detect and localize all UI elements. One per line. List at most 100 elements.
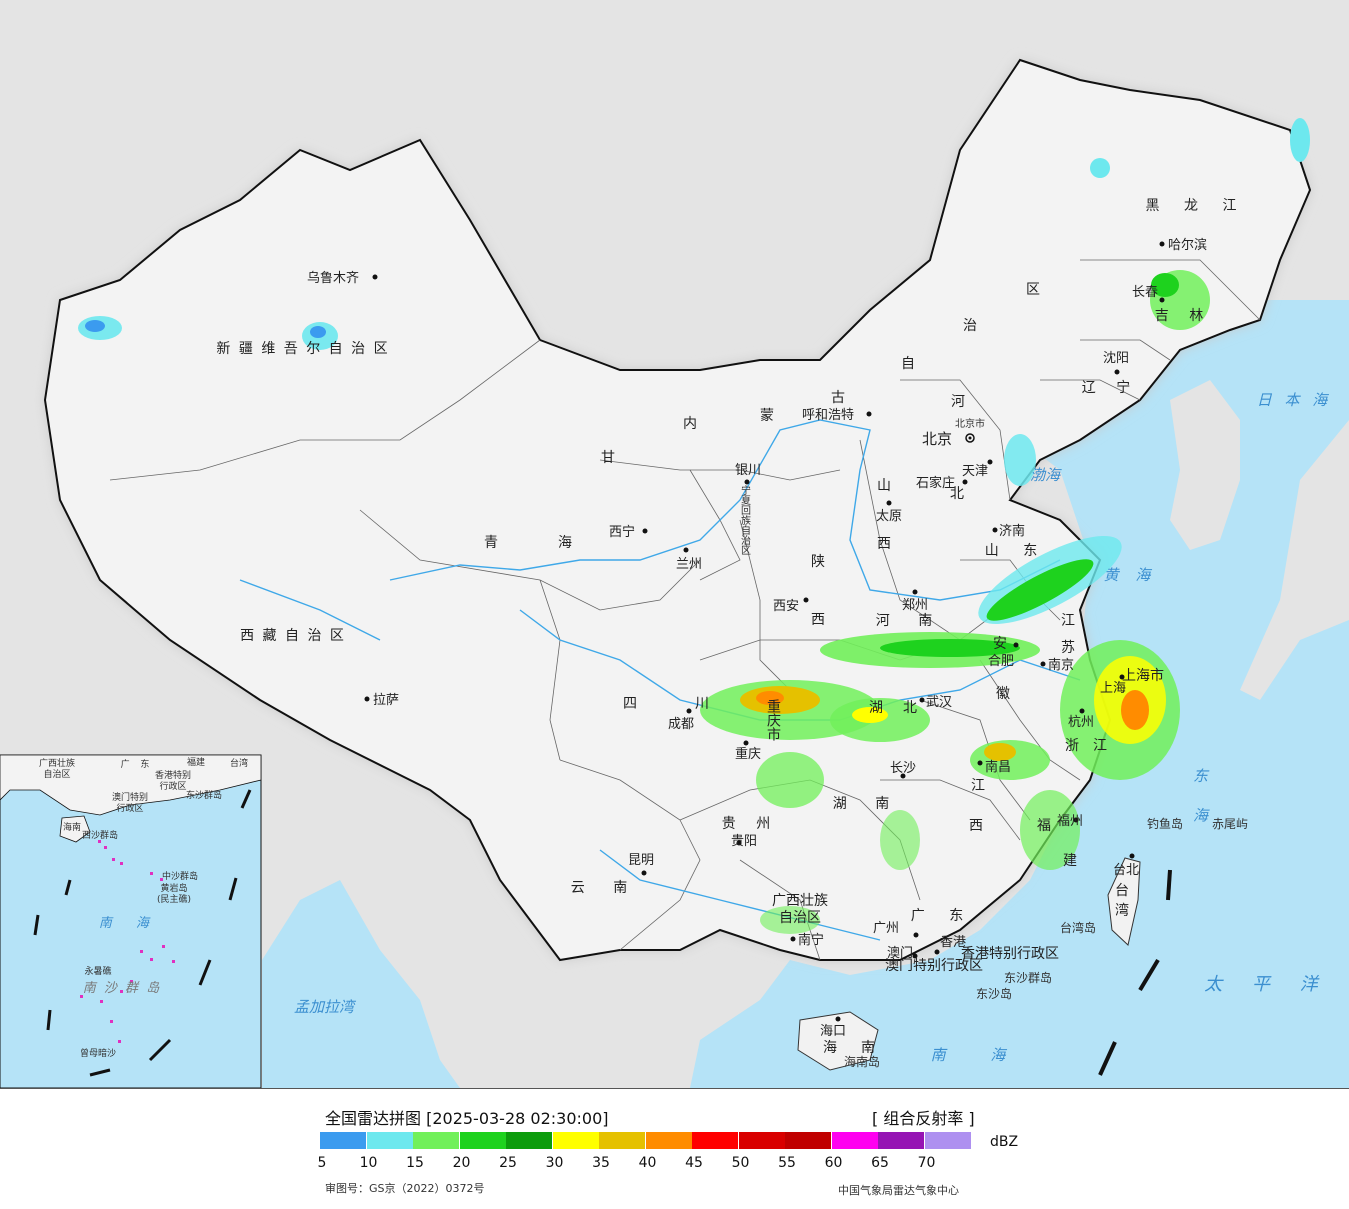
city-zhengzhou: 郑州 <box>902 598 928 613</box>
city-taipei: 台北 <box>1113 863 1139 878</box>
label-hainan-2: 南 <box>861 1040 875 1056</box>
color-scale-tick: 45 <box>685 1155 703 1171</box>
color-swatch <box>413 1132 459 1149</box>
legend-product: [ 组合反射率 ] <box>872 1109 975 1128</box>
radar-map[interactable]: 新 疆 维 吾 尔 自 治 区 西 藏 自 治 区 青 海 甘 四 川 云 南 … <box>0 0 1349 1088</box>
label-gansu: 甘 <box>601 450 615 466</box>
label-hubei-2: 北 <box>903 700 917 716</box>
label-nmg-3: 古 <box>831 390 845 406</box>
label-fujian-1: 福 <box>1037 818 1051 834</box>
label-zhejiang-1: 浙 <box>1065 738 1079 754</box>
city-fuzhou: 福州 <box>1057 814 1083 829</box>
taiwan-land <box>1107 857 1141 946</box>
label-heilongjiang: 黑 龙 江 <box>1146 198 1247 214</box>
island-dongsha-islands: 东沙群岛 <box>1004 970 1052 985</box>
inset-label-huangyan-2: (民主礁) <box>157 893 191 905</box>
label-chongqing-shi: 重庆市 <box>765 699 781 741</box>
label-jilin: 吉 林 <box>1155 308 1211 324</box>
south-sea-inset <box>0 754 262 1088</box>
inset-label-zhongsha: 中沙群岛 <box>162 870 198 882</box>
color-swatch <box>506 1132 552 1149</box>
color-scale-tick: 55 <box>778 1155 796 1171</box>
city-changsha: 长沙 <box>890 761 916 776</box>
label-qinghai-1: 青 <box>484 535 498 551</box>
inset-hainan <box>59 815 91 843</box>
inset-label-taiwan: 台湾 <box>230 757 248 769</box>
japan-land <box>1240 420 1349 700</box>
city-hangzhou: 杭州 <box>1068 715 1094 730</box>
inset-label-fujian: 福建 <box>187 756 205 768</box>
label-beijing-city: 北京市 <box>955 417 985 430</box>
color-scale-tick: 30 <box>545 1155 564 1171</box>
city-chongqing: 重庆 <box>735 746 761 762</box>
island-taiwan: 台湾岛 <box>1060 920 1096 935</box>
legend-title: 全国雷达拼图 [2025-03-28 02:30:00] <box>325 1109 609 1128</box>
city-shenyang: 沈阳 <box>1103 351 1129 366</box>
city-nanchang: 南昌 <box>985 759 1011 775</box>
label-shanxi-2: 西 <box>877 536 891 552</box>
ocean-west <box>262 880 460 1088</box>
inset-dashed-line <box>33 789 252 1077</box>
label-hunan: 湖 南 <box>833 796 901 812</box>
inset-label-xisha: 西沙群岛 <box>82 829 118 841</box>
city-shanghai: 上海 <box>1100 681 1126 696</box>
inset-label-yongshu: 永暑礁 <box>84 965 111 977</box>
korea-land <box>1170 380 1240 550</box>
label-zhejiang-2: 江 <box>1093 738 1107 754</box>
label-liaoning: 辽 宁 <box>1082 379 1138 396</box>
city-taiyuan: 太原 <box>876 509 902 524</box>
label-guangdong: 广 东 <box>911 908 973 924</box>
legend-bar: 全国雷达拼图 [2025-03-28 02:30:00] [ 组合反射率 ] 5… <box>0 1088 1349 1209</box>
hainan-land <box>797 1011 879 1071</box>
label-jiangxi-2: 西 <box>969 818 983 834</box>
label-sichuan-1: 四 <box>623 696 637 712</box>
label-jiangxi-1: 江 <box>971 778 985 794</box>
label-henan: 河 南 <box>876 613 944 629</box>
label-hubei-1: 湖 <box>869 700 883 716</box>
city-xian: 西安 <box>773 599 799 614</box>
city-guiyang: 贵阳 <box>731 834 757 849</box>
inset-land <box>0 754 262 816</box>
city-hefei: 合肥 <box>988 654 1014 669</box>
label-nmg-6: 区 <box>1026 282 1040 298</box>
city-urumqi: 乌鲁木齐 <box>307 270 359 286</box>
color-scale-tick: 50 <box>731 1155 750 1171</box>
label-hebei-2: 北 <box>950 486 964 502</box>
city-haikou: 海口 <box>820 1024 846 1039</box>
color-swatch <box>924 1132 971 1149</box>
china-land <box>43 58 1312 962</box>
city-xining: 西宁 <box>609 524 635 540</box>
city-harbin: 哈尔滨 <box>1168 237 1207 253</box>
label-taiwan-1: 台 <box>1115 883 1129 899</box>
inset-label-huangyan: 黄岩岛 <box>160 882 187 894</box>
radar-echoes <box>78 118 1310 934</box>
inset-label-macau: 澳门特别 <box>112 791 148 803</box>
label-shanxi-1: 山 <box>877 478 891 494</box>
approval-number: 审图号：GS京（2022）0372号 <box>325 1182 485 1195</box>
label-jiangsu-2: 苏 <box>1061 640 1075 656</box>
color-swatch <box>320 1132 366 1149</box>
city-shijiazhuang: 石家庄 <box>916 475 955 491</box>
label-guangxi-2: 自治区 <box>779 910 821 926</box>
city-yinchuan: 银川 <box>735 463 761 478</box>
inset-label-guangdong: 广 东 <box>121 758 154 770</box>
city-lhasa: 拉萨 <box>373 693 399 708</box>
label-guizhou: 贵 州 <box>722 816 778 832</box>
color-scale-tick: 20 <box>452 1155 471 1171</box>
label-ningxia: 宁夏回族自治区 <box>739 484 751 555</box>
label-sichuan-2: 川 <box>695 696 709 712</box>
label-shaanxi-1: 陕 <box>811 554 825 570</box>
color-swatch <box>831 1132 878 1149</box>
label-shandong: 山 东 <box>985 543 1047 559</box>
label-nmg-5: 治 <box>963 318 977 334</box>
city-tianjin: 天津 <box>962 464 988 479</box>
label-anhui-1: 安 <box>993 636 1007 652</box>
sea-bengal: 孟加拉湾 <box>294 998 357 1016</box>
city-changchun: 长春 <box>1132 285 1158 300</box>
sea-japan: 日 本 海 <box>1257 391 1332 409</box>
label-xinjiang: 新 疆 维 吾 尔 自 治 区 <box>216 341 389 357</box>
city-lanzhou: 兰州 <box>676 557 702 572</box>
label-anhui-2: 徽 <box>996 686 1010 702</box>
inset-label-nansha: 南 沙 群 岛 <box>83 981 161 996</box>
label-shanghai-shi: 上海市 <box>1122 667 1164 684</box>
